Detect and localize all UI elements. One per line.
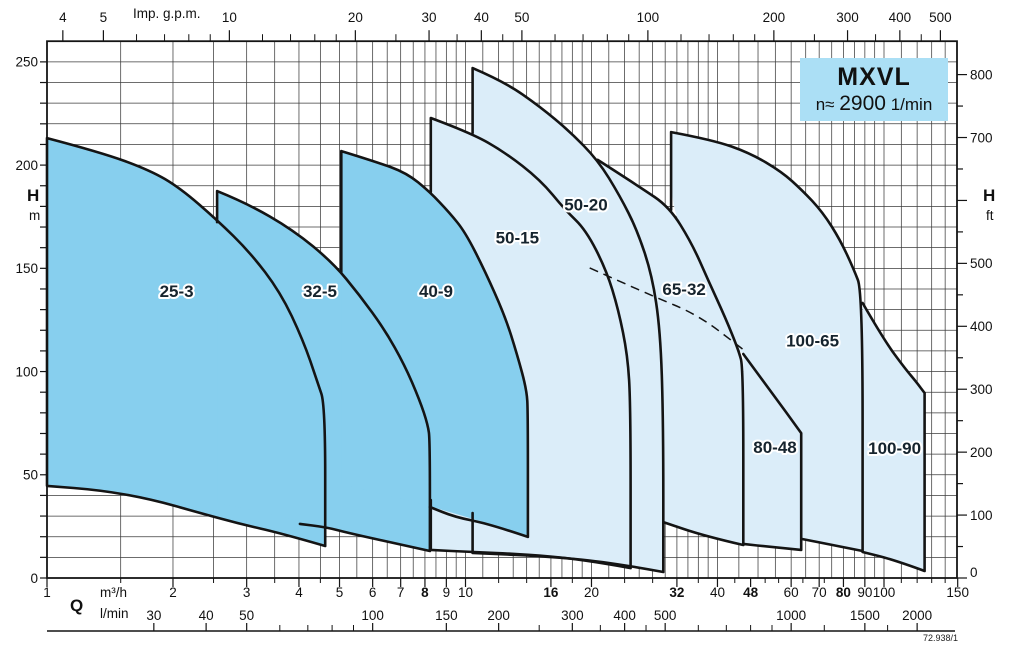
right-axis-unit: ft — [986, 208, 994, 223]
lmin-tick-label: 400 — [613, 608, 636, 623]
region-80-48-label: 80-48 — [753, 438, 796, 457]
bottom-tick-label: 5 — [336, 585, 344, 600]
bottom-tick-label: 10 — [458, 585, 473, 600]
region-80-48-fill — [743, 354, 802, 550]
top-tick-label: 30 — [422, 10, 437, 25]
lmin-tick-label: 300 — [561, 608, 584, 623]
region-100-65-label: 100-65 — [786, 332, 839, 351]
top-tick-label: 5 — [100, 10, 108, 25]
bottom-axis-unit-lmin: l/min — [100, 606, 129, 621]
region-65-32-label: 65-32 — [662, 280, 705, 299]
bottom-tick-label: 70 — [812, 585, 827, 600]
left-axis-unit: m — [29, 208, 41, 223]
bottom-tick-label: 16 — [543, 585, 559, 600]
left-tick-label: 200 — [15, 158, 38, 173]
bottom-tick-label: 4 — [295, 585, 303, 600]
bottom-tick-label: 9 — [443, 585, 451, 600]
bottom-tick-label: 150 — [946, 585, 969, 600]
top-tick-label: 300 — [836, 10, 859, 25]
lmin-tick-label: 50 — [239, 608, 254, 623]
region-40-9-label: 40-9 — [419, 282, 453, 301]
top-tick-label: 50 — [514, 10, 529, 25]
bottom-tick-label: 80 — [836, 585, 851, 600]
lmin-tick-label: 150 — [435, 608, 458, 623]
region-25-3-outline — [45, 136, 327, 548]
lmin-tick-label: 200 — [487, 608, 510, 623]
top-axis-unit-label: Imp. g.p.m. — [133, 6, 201, 21]
right-tick-label: 100 — [970, 508, 993, 523]
speed-prefix: n≈ — [815, 94, 835, 114]
left-tick-label: 0 — [30, 571, 38, 586]
left-tick-label: 150 — [15, 261, 38, 276]
right-tick-label: 300 — [970, 382, 993, 397]
speed-line: n≈ 2900 1/min — [815, 91, 933, 115]
right-tick-label: 500 — [970, 256, 993, 271]
top-tick-label: 40 — [474, 10, 489, 25]
region-40-9-fill — [341, 151, 528, 537]
region-50-20-outline — [471, 66, 665, 574]
bottom-axis-symbol: Q — [70, 596, 84, 615]
region-32-5-label: 32-5 — [303, 282, 337, 301]
region-32-5-outline — [215, 189, 432, 553]
top-tick-label: 100 — [637, 10, 660, 25]
top-tick-label: 400 — [889, 10, 912, 25]
right-tick-label: 400 — [970, 319, 993, 334]
right-tick-label: 200 — [970, 445, 993, 460]
left-tick-label: 50 — [23, 468, 38, 483]
region-40-9-outline — [340, 149, 530, 539]
bottom-tick-label: 6 — [369, 585, 377, 600]
bottom-tick-label: 90 — [857, 585, 872, 600]
bottom-tick-label: 32 — [669, 585, 684, 600]
lmin-tick-label: 1500 — [850, 608, 880, 623]
left-tick-label: 100 — [15, 364, 38, 379]
speed-unit: 1/min — [890, 94, 933, 114]
top-tick-label: 200 — [763, 10, 786, 25]
bottom-axis-unit-m3h: m³/h — [100, 585, 127, 600]
right-tick-label: 800 — [970, 67, 993, 82]
bottom-tick-label: 40 — [710, 585, 725, 600]
lmin-tick-label: 2000 — [902, 608, 932, 623]
region-100-90-outline — [861, 301, 926, 573]
speed-value: 2900 — [839, 91, 886, 115]
top-tick-label: 10 — [222, 10, 237, 25]
region-80-48-outline — [742, 352, 803, 552]
guide-line-dashed — [589, 267, 743, 350]
left-axis-symbol: H — [27, 186, 40, 205]
left-tick-label: 250 — [15, 55, 38, 70]
top-tick-label: 4 — [59, 10, 67, 25]
region-100-90-fill — [862, 303, 925, 571]
top-tick-label: 500 — [929, 10, 952, 25]
region-100-65-fill — [671, 132, 863, 551]
lmin-tick-label: 30 — [146, 608, 161, 623]
bottom-tick-label: 3 — [243, 585, 251, 600]
bottom-tick-label: 48 — [743, 585, 759, 600]
series-name: MXVL — [837, 63, 911, 92]
bottom-tick-label: 7 — [397, 585, 405, 600]
region-25-3-label: 25-3 — [160, 282, 194, 301]
region-100-90-label: 100-90 — [868, 439, 921, 458]
right-tick-label: 700 — [970, 130, 993, 145]
lmin-tick-label: 100 — [361, 608, 384, 623]
region-50-20-label: 50-20 — [564, 195, 607, 214]
region-65-32-outline — [596, 158, 745, 547]
bottom-tick-label: 8 — [421, 585, 429, 600]
lmin-tick-label: 500 — [654, 608, 677, 623]
lmin-tick-label: 40 — [199, 608, 214, 623]
region-50-15-label: 50-15 — [496, 228, 539, 247]
right-tick-label: 0 — [970, 565, 978, 580]
right-axis-symbol: H — [983, 186, 996, 205]
region-65-32-fill — [597, 159, 744, 545]
region-100-65-outline — [669, 130, 864, 553]
bottom-tick-label: 1 — [43, 585, 51, 600]
bottom-tick-label: 60 — [784, 585, 799, 600]
bottom-tick-label: 2 — [169, 585, 177, 600]
top-tick-label: 20 — [348, 10, 363, 25]
bottom-tick-label: 20 — [584, 585, 599, 600]
lmin-tick-label: 1000 — [776, 608, 806, 623]
document-reference: 72.938/1 — [922, 633, 958, 643]
series-title-box: MXVL n≈ 2900 1/min — [800, 58, 948, 121]
bottom-tick-label: 100 — [873, 585, 896, 600]
